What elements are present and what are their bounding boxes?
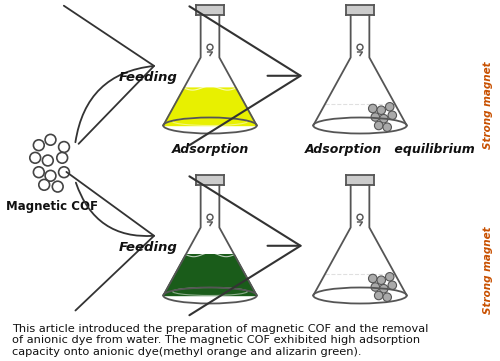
Text: Feeding: Feeding [118,71,178,84]
Circle shape [368,274,377,283]
Polygon shape [163,88,257,126]
Circle shape [380,114,388,123]
Circle shape [377,276,386,284]
Circle shape [371,113,380,121]
Text: Adsorption: Adsorption [172,144,248,157]
Circle shape [388,281,396,290]
Circle shape [377,106,386,114]
Text: Adsorption   equilibrium: Adsorption equilibrium [304,144,476,157]
Text: Strong magnet: Strong magnet [483,61,493,149]
Text: Magnetic COF: Magnetic COF [6,200,98,213]
Circle shape [386,103,394,111]
Circle shape [371,283,380,291]
Circle shape [380,284,388,293]
Circle shape [374,291,383,300]
Circle shape [386,273,394,281]
Circle shape [388,111,396,119]
Text: Strong magnet: Strong magnet [483,226,493,314]
Circle shape [374,121,383,130]
Text: This article introduced the preparation of magnetic COF and the removal
of anion: This article introduced the preparation … [12,323,428,357]
Circle shape [383,293,392,301]
Circle shape [383,123,392,131]
Bar [346,175,374,185]
Bar [346,5,374,15]
Bar [196,5,224,15]
Circle shape [368,104,377,113]
Text: Feeding: Feeding [118,242,178,255]
Polygon shape [163,255,257,296]
Bar [196,175,224,185]
